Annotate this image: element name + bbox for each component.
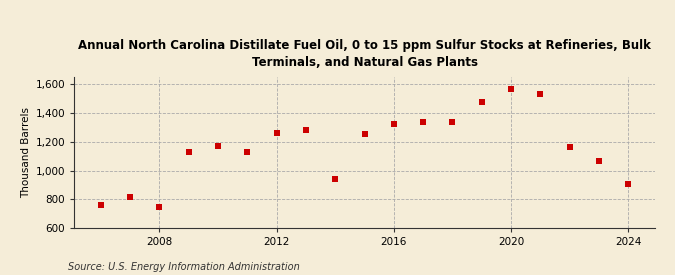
Point bbox=[477, 100, 487, 104]
Point bbox=[95, 203, 106, 207]
Point bbox=[418, 120, 429, 125]
Point bbox=[213, 144, 223, 148]
Point bbox=[388, 122, 399, 126]
Y-axis label: Thousand Barrels: Thousand Barrels bbox=[22, 107, 32, 198]
Point bbox=[359, 132, 370, 136]
Point bbox=[242, 150, 252, 154]
Point bbox=[623, 182, 634, 186]
Point bbox=[535, 92, 546, 97]
Point bbox=[154, 205, 165, 209]
Text: Source: U.S. Energy Information Administration: Source: U.S. Energy Information Administ… bbox=[68, 262, 299, 272]
Point bbox=[271, 131, 282, 135]
Point bbox=[593, 159, 604, 163]
Point bbox=[183, 150, 194, 154]
Point bbox=[506, 87, 516, 92]
Point bbox=[300, 127, 311, 132]
Title: Annual North Carolina Distillate Fuel Oil, 0 to 15 ppm Sulfur Stocks at Refineri: Annual North Carolina Distillate Fuel Oi… bbox=[78, 39, 651, 69]
Point bbox=[564, 145, 575, 149]
Point bbox=[330, 177, 341, 182]
Point bbox=[447, 120, 458, 125]
Point bbox=[125, 194, 136, 199]
